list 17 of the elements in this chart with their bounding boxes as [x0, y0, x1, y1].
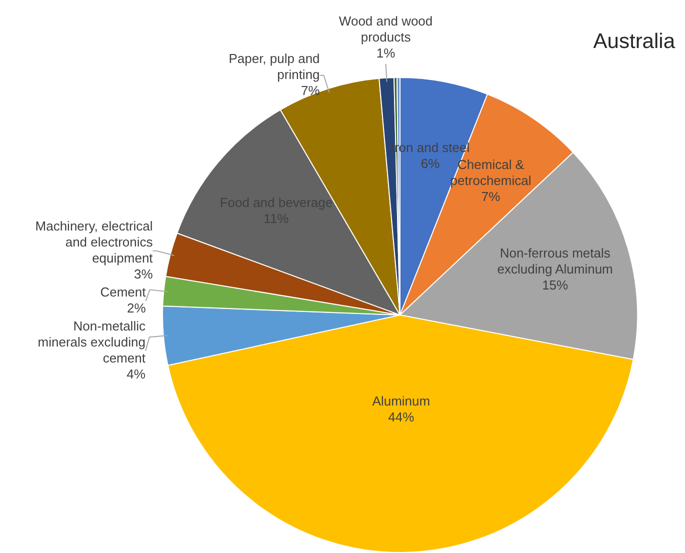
slice-label: Non-metallic minerals excluding cement — [38, 318, 146, 366]
data-label: 3% — [134, 266, 154, 282]
slice-label: Machinery, electrical and electronics equipment — [35, 218, 154, 266]
data-label: 7% — [481, 189, 501, 204]
slice-label: Cement — [100, 284, 146, 300]
slice-label: Non-ferrous metals excluding Aluminum — [497, 246, 613, 277]
data-label: 2% — [126, 300, 146, 316]
slice-label: Paper, pulp and printing — [228, 50, 320, 82]
data-label: 6% — [420, 156, 440, 171]
data-label: 4% — [126, 366, 146, 382]
slice-label: Aluminum — [372, 394, 430, 409]
data-label: 44% — [388, 410, 415, 425]
text: Australia — [593, 30, 676, 53]
data-label: 1% — [376, 45, 396, 60]
data-label: 7% — [300, 82, 320, 98]
slice-label: Wood and wood products — [338, 13, 433, 44]
data-label: 15% — [542, 278, 569, 293]
